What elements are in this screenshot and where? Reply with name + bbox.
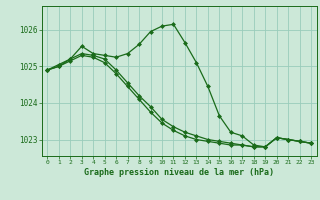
- X-axis label: Graphe pression niveau de la mer (hPa): Graphe pression niveau de la mer (hPa): [84, 168, 274, 177]
